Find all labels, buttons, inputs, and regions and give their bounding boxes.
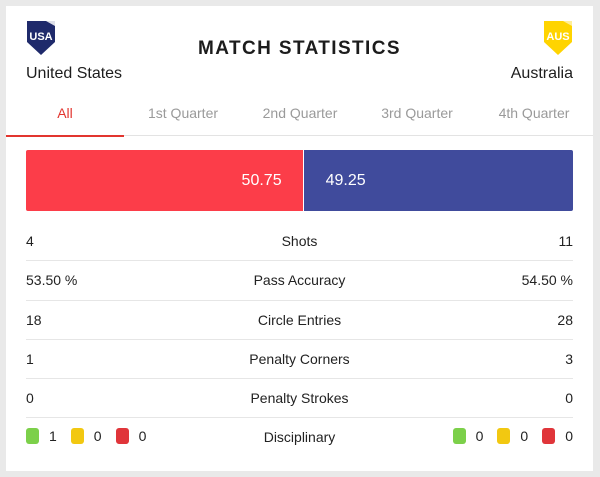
possession-away: 49.25 <box>303 150 573 211</box>
away-team-name: Australia <box>510 65 573 82</box>
stat-label: Circle Entries <box>257 311 342 328</box>
tab-4th-quarter[interactable]: 4th Quarter <box>498 105 570 121</box>
stat-home-value: 4 <box>26 233 34 249</box>
away-red-count: 0 <box>565 428 573 445</box>
stat-row-shots: 4 Shots 11 <box>26 222 573 262</box>
stat-label: Penalty Strokes <box>250 390 349 407</box>
header: USA United States MATCH STATISTICS AUS A… <box>6 6 593 106</box>
stat-label: Pass Accuracy <box>253 272 346 289</box>
usa-shield-icon: USA <box>27 21 55 55</box>
stat-label: Shots <box>281 233 318 249</box>
stat-home-value: 53.50 % <box>26 272 78 289</box>
stat-row-pass-accuracy: 53.50 % Pass Accuracy 54.50 % <box>26 261 573 301</box>
stat-away-value: 28 <box>557 311 573 328</box>
red-card-icon <box>115 428 129 445</box>
possession-away-value: 49.25 <box>325 171 366 189</box>
page-title: MATCH STATISTICS <box>198 38 401 59</box>
home-green-count: 1 <box>49 428 57 445</box>
stat-row-disciplinary: 1 0 0 Disciplinary 0 0 0 <box>26 418 573 457</box>
green-card-icon <box>452 428 466 445</box>
possession-home-value: 50.75 <box>241 171 282 189</box>
stat-home-value: 18 <box>26 311 42 328</box>
home-red-count: 0 <box>138 428 147 445</box>
away-green-count: 0 <box>475 428 484 445</box>
red-card-icon <box>542 428 556 445</box>
yellow-card-icon <box>70 428 84 445</box>
possession-bar: 50.75 49.25 <box>26 150 573 211</box>
tab-1st-quarter[interactable]: 1st Quarter <box>147 105 219 121</box>
stat-label: Penalty Corners <box>249 350 350 367</box>
stat-home-value: 1 <box>26 350 34 367</box>
home-cards: 1 0 0 <box>26 428 147 445</box>
stat-away-value: 54.50 % <box>521 272 573 289</box>
yellow-card-icon <box>497 428 511 445</box>
away-team: AUS Australia <box>511 20 573 83</box>
away-cards: 0 0 0 <box>452 428 573 445</box>
stat-away-value: 3 <box>565 350 573 367</box>
away-yellow-count: 0 <box>520 428 529 445</box>
stat-row-circle-entries: 18 Circle Entries 28 <box>26 301 573 340</box>
stat-away-value: 0 <box>565 390 573 407</box>
aus-shield-text: AUS <box>546 31 569 43</box>
tab-3rd-quarter[interactable]: 3rd Quarter <box>381 105 453 121</box>
stat-row-penalty-corners: 1 Penalty Corners 3 <box>26 340 573 380</box>
possession-home: 50.75 <box>26 150 304 211</box>
home-yellow-count: 0 <box>93 428 102 445</box>
home-team: USA United States <box>26 20 122 83</box>
green-card-icon <box>26 428 39 445</box>
stat-away-value: 11 <box>558 233 573 249</box>
stat-label: Disciplinary <box>263 429 336 446</box>
stats-table: 4 Shots 11 53.50 % Pass Accuracy 54.50 %… <box>26 222 573 458</box>
stat-row-penalty-strokes: 0 Penalty Strokes 0 <box>26 379 573 419</box>
stat-home-value: 0 <box>26 390 34 407</box>
tab-all[interactable]: All <box>6 98 124 137</box>
tab-2nd-quarter[interactable]: 2nd Quarter <box>262 105 338 121</box>
match-statistics-card: USA United States MATCH STATISTICS AUS A… <box>6 6 593 471</box>
quarter-tabs: All 1st Quarter 2nd Quarter 3rd Quarter … <box>6 98 593 137</box>
usa-shield-text: USA <box>29 31 52 43</box>
home-team-name: United States <box>26 65 123 82</box>
aus-shield-icon: AUS <box>544 21 572 55</box>
